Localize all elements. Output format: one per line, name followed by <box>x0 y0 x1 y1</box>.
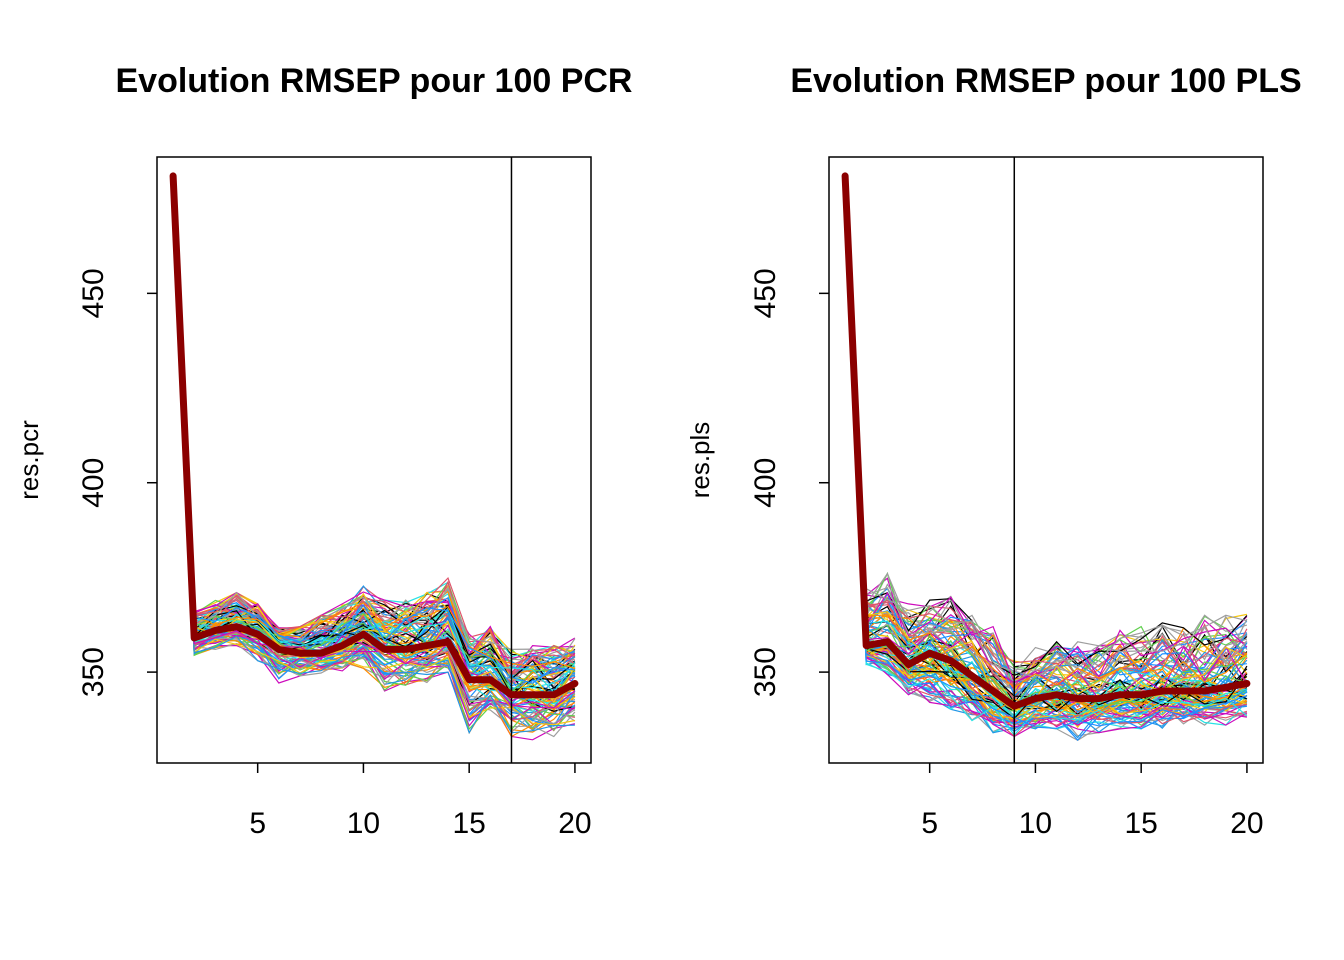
pcr-run-line <box>172 175 576 738</box>
pls-x-tick-label: 15 <box>1124 807 1157 840</box>
pls-run-line <box>844 175 1248 688</box>
pls-run-line <box>844 175 1248 681</box>
pcr-run-line <box>172 175 575 667</box>
pcr-run-line <box>172 175 576 693</box>
pls-run-line <box>844 175 1247 742</box>
pcr-chart-title: Evolution RMSEP pour 100 PCR <box>115 62 632 100</box>
pcr-run-line <box>172 175 576 662</box>
pls-x-tick-label: 10 <box>1019 807 1052 840</box>
pls-run-line <box>844 175 1248 689</box>
pls-run-line <box>844 175 1248 724</box>
pcr-run-line <box>172 175 575 684</box>
pls-run-line <box>844 175 1248 677</box>
pcr-run-lines <box>172 175 576 741</box>
pcr-x-tick-label: 20 <box>558 807 591 840</box>
pls-run-line <box>844 175 1248 736</box>
pls-mean-line <box>841 172 1251 710</box>
pls-run-line <box>844 175 1248 729</box>
pcr-x-axis: 5 10 15 20 <box>249 763 592 840</box>
pls-chart-title: Evolution RMSEP pour 100 PLS <box>790 62 1301 100</box>
pcr-y-axis-label: res.pcr <box>14 420 44 500</box>
pls-run-line <box>844 175 1248 680</box>
pls-y-tick-label: 400 <box>749 458 782 508</box>
pcr-y-tick-label: 400 <box>77 458 110 508</box>
pls-y-tick-label: 450 <box>749 268 782 318</box>
pls-run-line <box>844 175 1248 684</box>
pls-run-line <box>844 175 1248 683</box>
pls-run-line <box>844 175 1248 682</box>
pcr-run-line <box>172 175 576 726</box>
pls-run-line <box>844 175 1248 674</box>
pls-run-line <box>844 175 1248 711</box>
pls-run-lines <box>844 175 1248 742</box>
pcr-x-tick-label: 15 <box>452 807 485 840</box>
pls-run-line <box>844 175 1248 678</box>
pls-run-line <box>844 175 1248 672</box>
pcr-x-tick-label: 10 <box>347 807 380 840</box>
pcr-mean-line <box>169 172 579 699</box>
pcr-panel: Evolution RMSEP pour 100 PCR res.pcr 5 10… <box>14 62 633 840</box>
pls-run-line <box>844 175 1248 688</box>
pls-x-axis: 5 10 15 20 <box>921 763 1264 840</box>
pcr-run-line <box>172 175 575 662</box>
pls-run-line <box>844 175 1248 678</box>
pcr-plot-frame <box>156 156 592 764</box>
pls-run-line <box>844 175 1248 668</box>
pcr-run-line <box>172 175 576 709</box>
pcr-x-tick-label: 5 <box>249 807 266 840</box>
pcr-run-line <box>172 175 576 666</box>
pls-run-line <box>844 175 1248 683</box>
pcr-run-line <box>172 175 576 730</box>
pcr-y-tick-label: 450 <box>77 268 110 318</box>
pcr-run-line <box>172 175 576 671</box>
pls-mean-series <box>841 172 1251 710</box>
pls-run-line <box>844 175 1248 683</box>
pls-run-line <box>844 175 1248 692</box>
pls-run-line <box>844 175 1248 681</box>
pls-y-axis-label: res.pls <box>685 422 715 499</box>
pls-y-tick-label: 350 <box>749 647 782 697</box>
pcr-y-tick-label: 350 <box>77 647 110 697</box>
pcr-run-line <box>172 175 575 735</box>
pls-run-line <box>844 175 1248 685</box>
pls-run-line <box>844 175 1248 688</box>
pls-y-axis: 350 400 450 <box>749 268 829 697</box>
pcr-y-axis: 350 400 450 <box>77 268 157 697</box>
pls-run-line <box>844 175 1247 737</box>
pls-run-line <box>844 175 1248 679</box>
pcr-run-line <box>172 175 576 660</box>
pcr-mean-series <box>169 172 579 699</box>
pls-run-line <box>844 175 1248 708</box>
pls-x-tick-label: 20 <box>1230 807 1263 840</box>
pls-x-tick-label: 5 <box>921 807 938 840</box>
pls-run-line <box>844 175 1248 698</box>
pls-run-line <box>844 175 1248 692</box>
pls-plot-frame <box>828 156 1264 764</box>
pls-run-line <box>844 175 1248 701</box>
pls-panel: Evolution RMSEP pour 100 PLS res.pls 5 10… <box>685 62 1302 840</box>
pls-run-line <box>844 175 1248 684</box>
pcr-run-line <box>172 175 576 668</box>
pcr-run-line <box>172 175 576 670</box>
